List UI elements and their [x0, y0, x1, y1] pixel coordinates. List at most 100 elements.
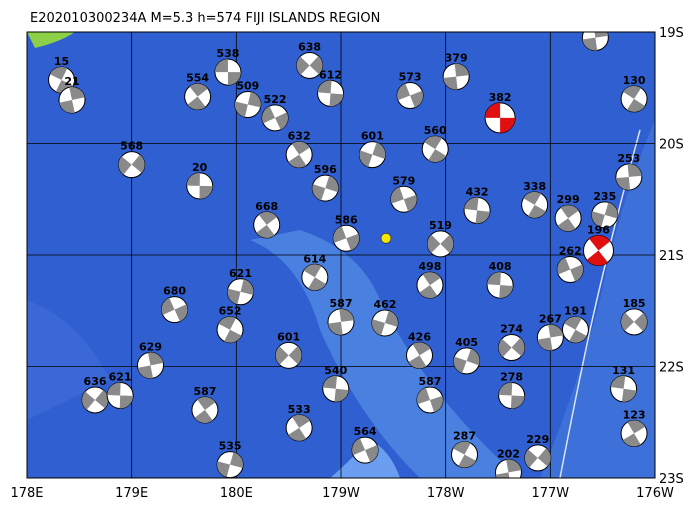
lat-label: 20S [659, 138, 684, 153]
ball-quadrant [359, 150, 373, 167]
depth-label: 432 [466, 185, 489, 198]
ball-quadrant [528, 204, 546, 218]
depth-label: 533 [288, 403, 311, 416]
ball-quadrant [308, 277, 326, 291]
ball-quadrant [621, 312, 635, 331]
epicenter [380, 233, 392, 244]
ball-quadrant [322, 375, 338, 389]
ball-quadrant [557, 218, 576, 232]
depth-label: 668 [255, 200, 278, 213]
depth-label: 253 [617, 152, 640, 165]
ball-quadrant [309, 55, 323, 75]
ball-quadrant [397, 83, 411, 101]
lon-label: 178E [10, 486, 43, 501]
depth-label: 235 [593, 190, 616, 203]
depth-label: 612 [319, 68, 342, 81]
ball-quadrant [247, 91, 261, 108]
beachball: 668 [253, 200, 281, 239]
depth-label: 560 [424, 124, 447, 137]
depth-label: 587 [418, 375, 441, 388]
beachball: 20 [186, 161, 214, 200]
depth-label: 202 [497, 447, 520, 460]
ball-quadrant [227, 288, 241, 305]
ball-quadrant [262, 106, 276, 124]
ball-quadrant [523, 191, 542, 205]
ball-quadrant [230, 452, 244, 468]
ball-quadrant [475, 210, 490, 224]
ball-quadrant [499, 285, 514, 299]
depth-label: 278 [500, 370, 523, 383]
ball-quadrant [610, 375, 626, 389]
ball-quadrant [312, 184, 326, 201]
beachball: 229 [524, 433, 552, 472]
ball-quadrant [365, 444, 379, 463]
lat-label: 21S [659, 249, 684, 264]
depth-label: 123 [623, 408, 646, 421]
depth-label: 426 [408, 330, 431, 343]
ball-quadrant [557, 257, 571, 275]
ball-quadrant [384, 310, 398, 327]
depth-label: 20 [192, 161, 208, 174]
beachball: 408 [486, 260, 514, 299]
depth-label: 185 [623, 297, 646, 310]
ball-quadrant [234, 101, 248, 118]
ball-quadrant [429, 395, 443, 413]
ball-quadrant [623, 85, 642, 99]
ball-quadrant [303, 264, 322, 278]
beachball: 191 [561, 305, 589, 344]
ball-quadrant [594, 32, 609, 38]
beachball: 262 [556, 244, 584, 283]
ball-quadrant [258, 211, 278, 225]
beachball: 299 [554, 193, 582, 232]
ball-quadrant [622, 433, 641, 447]
ball-quadrant [412, 342, 431, 356]
lat-label: 22S [659, 361, 684, 376]
ball-quadrant [224, 329, 242, 343]
ball-quadrant [333, 226, 347, 243]
beachball: 379 [442, 52, 470, 91]
depth-label: 379 [445, 52, 468, 65]
depth-label: 229 [526, 433, 549, 446]
lon-label: 179E [115, 486, 148, 501]
ball-quadrant [634, 312, 648, 332]
depth-label: 262 [559, 244, 582, 257]
ball-quadrant [564, 316, 582, 330]
beachball: 579 [390, 174, 418, 213]
depth-label: 382 [489, 91, 512, 104]
ball-quadrant [410, 90, 424, 108]
ball-quadrant [137, 365, 154, 379]
ball-quadrant [408, 355, 427, 369]
depth-label: 196 [587, 224, 610, 237]
beachball: 462 [371, 298, 399, 337]
beachball: 130 [620, 74, 648, 113]
beachball: 621 [227, 267, 255, 306]
beachball: 202 [494, 447, 522, 478]
ball-quadrant [498, 382, 513, 396]
ball-quadrant [240, 279, 254, 295]
ball-quadrant [428, 149, 447, 163]
ball-quadrant [118, 156, 132, 175]
depth-label: 614 [303, 252, 326, 265]
beachball: 586 [332, 213, 360, 252]
depth-label: 130 [623, 74, 646, 87]
ball-quadrant [275, 346, 289, 365]
ball-quadrant [227, 72, 241, 86]
beachball: 535 [216, 440, 244, 478]
beachball: 596 [311, 163, 339, 202]
ball-quadrant [604, 202, 618, 219]
beachball: 638 [296, 40, 324, 79]
depth-label: 632 [288, 130, 311, 143]
beachball: 601 [358, 130, 386, 169]
ball-quadrant [560, 205, 579, 219]
ball-quadrant [464, 197, 479, 211]
beachball: 680 [161, 285, 189, 324]
beachball: 196 [582, 224, 614, 267]
ball-quadrant [328, 321, 343, 335]
depth-label: 338 [523, 180, 546, 193]
ball-quadrant [372, 142, 386, 159]
beachball: 560 [421, 124, 449, 163]
ball-quadrant [627, 420, 646, 434]
beachball: 614 [301, 252, 329, 291]
ball-quadrant [256, 224, 275, 238]
